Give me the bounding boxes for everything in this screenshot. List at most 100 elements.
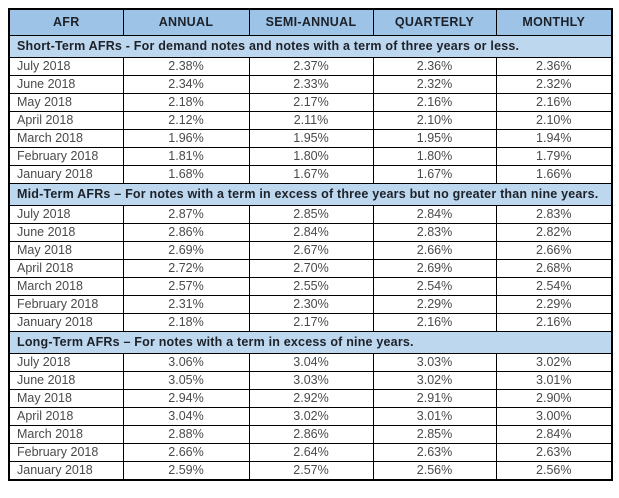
rate-cell: 3.03%: [372, 352, 497, 372]
rate-cell: 2.29%: [372, 294, 497, 314]
rate-cell: 2.85%: [248, 204, 374, 224]
rate-cell: 2.36%: [495, 56, 613, 76]
table-row: June 2018 2.34% 2.33% 2.32% 2.32%: [8, 74, 613, 94]
table-body: Short-Term AFRs - For demand notes and n…: [8, 34, 613, 480]
rate-cell: 2.67%: [248, 240, 374, 260]
month-cell: July 2018: [8, 352, 124, 372]
section-title: Long-Term AFRs – For notes with a term i…: [8, 330, 613, 354]
rate-cell: 3.01%: [372, 406, 497, 426]
month-cell: April 2018: [8, 406, 124, 426]
table-row: April 2018 3.04% 3.02% 3.01% 3.00%: [8, 406, 613, 426]
month-cell: May 2018: [8, 388, 124, 408]
rate-cell: 2.88%: [122, 424, 250, 444]
section-header-row: Short-Term AFRs - For demand notes and n…: [8, 34, 613, 58]
rate-cell: 2.69%: [372, 258, 497, 278]
table-row: February 2018 2.31% 2.30% 2.29% 2.29%: [8, 294, 613, 314]
table-header-row: AFR ANNUAL SEMI-ANNUAL QUARTERLY MONTHLY: [8, 8, 613, 36]
column-header-annual: ANNUAL: [122, 8, 250, 36]
table-row: January 2018 2.59% 2.57% 2.56% 2.56%: [8, 460, 613, 480]
column-header-monthly: MONTHLY: [495, 8, 613, 36]
column-header-quarterly: QUARTERLY: [372, 8, 497, 36]
rate-cell: 2.57%: [248, 460, 374, 480]
month-cell: January 2018: [8, 460, 124, 480]
rate-cell: 2.66%: [372, 240, 497, 260]
rate-cell: 1.66%: [495, 164, 613, 184]
table-row: March 2018 1.96% 1.95% 1.95% 1.94%: [8, 128, 613, 148]
table-row: April 2018 2.72% 2.70% 2.69% 2.68%: [8, 258, 613, 278]
month-cell: May 2018: [8, 92, 124, 112]
rate-cell: 2.17%: [248, 312, 374, 332]
table-row: March 2018 2.88% 2.86% 2.85% 2.84%: [8, 424, 613, 444]
rate-cell: 2.86%: [122, 222, 250, 242]
rate-cell: 2.59%: [122, 460, 250, 480]
rate-cell: 2.17%: [248, 92, 374, 112]
rate-cell: 1.67%: [372, 164, 497, 184]
rate-cell: 2.10%: [495, 110, 613, 130]
month-cell: February 2018: [8, 442, 124, 462]
rate-cell: 2.16%: [495, 312, 613, 332]
month-cell: June 2018: [8, 370, 124, 390]
rate-cell: 1.95%: [248, 128, 374, 148]
month-cell: February 2018: [8, 146, 124, 166]
rate-cell: 2.64%: [248, 442, 374, 462]
rate-cell: 3.05%: [122, 370, 250, 390]
rate-cell: 2.16%: [372, 312, 497, 332]
rate-cell: 1.80%: [372, 146, 497, 166]
month-cell: April 2018: [8, 258, 124, 278]
month-cell: January 2018: [8, 312, 124, 332]
table-row: May 2018 2.18% 2.17% 2.16% 2.16%: [8, 92, 613, 112]
section-title: Short-Term AFRs - For demand notes and n…: [8, 34, 613, 58]
month-cell: April 2018: [8, 110, 124, 130]
section-header-row: Long-Term AFRs – For notes with a term i…: [8, 330, 613, 354]
rate-cell: 2.63%: [372, 442, 497, 462]
rate-cell: 2.66%: [122, 442, 250, 462]
rate-cell: 2.18%: [122, 92, 250, 112]
section-title: Mid-Term AFRs – For notes with a term in…: [8, 182, 613, 206]
table-row: May 2018 2.69% 2.67% 2.66% 2.66%: [8, 240, 613, 260]
section-header-row: Mid-Term AFRs – For notes with a term in…: [8, 182, 613, 206]
rate-cell: 3.02%: [372, 370, 497, 390]
rate-cell: 2.84%: [495, 424, 613, 444]
rate-cell: 2.32%: [495, 74, 613, 94]
rate-cell: 2.56%: [372, 460, 497, 480]
rate-cell: 2.84%: [372, 204, 497, 224]
rate-cell: 2.37%: [248, 56, 374, 76]
month-cell: February 2018: [8, 294, 124, 314]
month-cell: July 2018: [8, 56, 124, 76]
rate-cell: 2.18%: [122, 312, 250, 332]
table-row: March 2018 2.57% 2.55% 2.54% 2.54%: [8, 276, 613, 296]
rate-cell: 2.38%: [122, 56, 250, 76]
rate-cell: 2.83%: [372, 222, 497, 242]
table-row: January 2018 2.18% 2.17% 2.16% 2.16%: [8, 312, 613, 332]
rate-cell: 2.12%: [122, 110, 250, 130]
rate-cell: 2.10%: [372, 110, 497, 130]
rate-cell: 3.02%: [248, 406, 374, 426]
rate-cell: 2.66%: [495, 240, 613, 260]
rate-cell: 2.68%: [495, 258, 613, 278]
rate-cell: 2.86%: [248, 424, 374, 444]
rate-cell: 2.69%: [122, 240, 250, 260]
rate-cell: 2.91%: [372, 388, 497, 408]
table-row: January 2018 1.68% 1.67% 1.67% 1.66%: [8, 164, 613, 184]
table-row: February 2018 1.81% 1.80% 1.80% 1.79%: [8, 146, 613, 166]
rate-cell: 2.30%: [248, 294, 374, 314]
rate-cell: 2.90%: [495, 388, 613, 408]
rate-cell: 3.06%: [122, 352, 250, 372]
rate-cell: 2.87%: [122, 204, 250, 224]
rate-cell: 1.95%: [372, 128, 497, 148]
rate-cell: 1.68%: [122, 164, 250, 184]
table-row: July 2018 2.87% 2.85% 2.84% 2.83%: [8, 204, 613, 224]
rate-cell: 2.92%: [248, 388, 374, 408]
table-row: July 2018 2.38% 2.37% 2.36% 2.36%: [8, 56, 613, 76]
column-header-afr: AFR: [8, 8, 124, 36]
table-row: February 2018 2.66% 2.64% 2.63% 2.63%: [8, 442, 613, 462]
month-cell: May 2018: [8, 240, 124, 260]
rate-cell: 3.03%: [248, 370, 374, 390]
rate-cell: 2.31%: [122, 294, 250, 314]
rate-cell: 2.85%: [372, 424, 497, 444]
rate-cell: 2.16%: [372, 92, 497, 112]
table-row: June 2018 3.05% 3.03% 3.02% 3.01%: [8, 370, 613, 390]
rate-cell: 2.11%: [248, 110, 374, 130]
rate-cell: 2.54%: [372, 276, 497, 296]
rate-cell: 2.32%: [372, 74, 497, 94]
